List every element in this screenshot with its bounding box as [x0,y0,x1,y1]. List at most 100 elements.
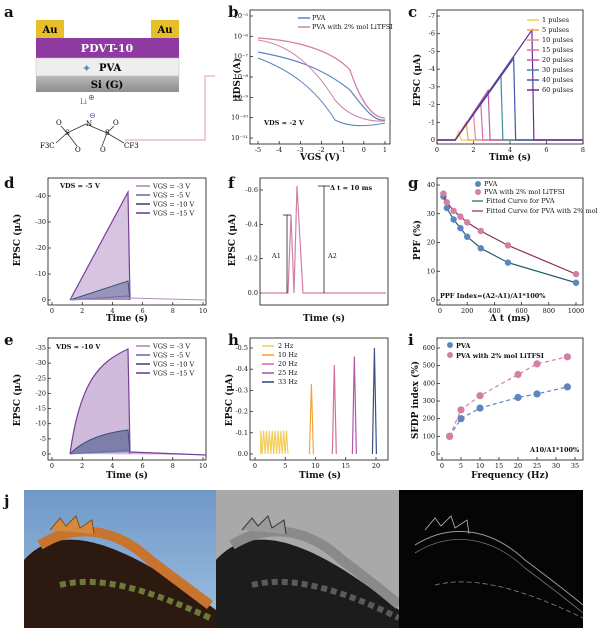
atom-o-2: O [75,146,81,154]
yticks-d: 0 -10 -20 -30 -40 [36,192,51,304]
xticks-c: 0 2 4 6 8 [435,141,585,154]
au-electrode-left [36,20,64,38]
axes-i [436,337,584,461]
legend-c-7: 60 pulses [542,86,573,94]
axes-h [249,337,389,461]
f-ytick-label-1: -0.2 [245,255,258,263]
panel-i: i 0 100 200 300 400 500 600 0 5 10 15 20 25 30 35 SFD… [408,331,584,481]
star-icon: ✦ [82,62,91,75]
g-xtick-label-5: 1000 [568,307,585,315]
h-xtick-label-1: 5 [283,462,287,470]
yticks-i: 0 100 200 300 400 500 600 [423,344,440,458]
xticks-e: 0 2 4 6 8 10 [50,457,207,470]
curve-b-pva-fwd [257,51,386,121]
b-ytick-label-2: 10⁻⁷ [234,53,249,61]
h-ytick-label-3: -0.3 [235,386,248,394]
plot-i [446,353,572,440]
pdvt-layer [36,38,179,58]
note-f: Δ t = 10 ms [330,184,372,192]
legend-b-2: PVA with 2% mol LiTFSI [312,23,393,31]
ylabel-f: EPSC (μA) [227,214,238,267]
xlabel-b: VGS (V) [299,152,340,163]
e-xtick-label-2: 4 [110,462,114,470]
h-xtick-label-3: 15 [342,462,350,470]
xticks-h: 0 5 10 15 20 [253,457,380,470]
panel-a: a Au Au PDVT-10 PVA ✦ Si (G) Li ⊕ ⊖ N S … [4,3,215,154]
e-ytick-label-6: -30 [36,359,46,367]
point-i-1-2 [476,392,484,400]
h-ytick-label-1: -0.1 [235,429,248,437]
axes-f [259,177,389,306]
curve-h-3 [351,356,357,455]
e-legend-0: VGS = -3 V [152,343,190,351]
yticks-f: 0.0 -0.2 -0.4 -0.6 [245,186,263,297]
g-xtick-label-3: 600 [515,307,527,315]
xlabel-f: Time (s) [303,313,345,324]
e-xtick-label-4: 8 [171,462,175,470]
panel-label-e: e [4,331,14,349]
c-xtick-label-1: 2 [471,146,475,154]
legend-c-1: 5 pulses [542,26,569,34]
e-xtick-label-5: 10 [199,462,207,470]
au-left-label: Au [41,25,57,36]
b-ytick-label-3: 10⁻⁸ [234,73,249,81]
i-ytick-label-1: 100 [423,432,435,440]
curve-b-li-fwd [257,37,386,119]
curve-h-4 [371,347,378,455]
plot-g [440,190,580,286]
legend-c: 1 pulses 5 pulses 10 pulses 15 pulses 20 pul… [527,16,573,94]
li-label: Li [80,98,88,106]
fit-i-1 [449,356,568,437]
ylabel-e: EPSC (μA) [12,374,23,427]
axes-g [436,177,584,306]
point-i-1-0 [446,432,454,440]
legend-c-6: 40 pulses [542,76,573,84]
point-i-0-5 [563,383,572,391]
curve-d-15v [69,189,131,301]
si-layer [36,76,179,92]
panel-e: e 0 -5 -10 -15 -20 -25 -30 -35 0 2 4 6 8 10 EPSC (μA… [4,331,207,481]
plot-h [260,347,378,455]
a2-label: A2 [327,252,337,260]
ylabel-i: SFDP index (%) [410,361,421,439]
xlabel-g: Δ t (ms) [490,313,531,324]
atom-o-1: O [56,119,62,127]
f-ytick-label-3: -0.6 [245,186,258,194]
xticks-d: 0 2 4 6 8 10 [50,302,207,315]
legend-h-2: 20 Hz [278,360,298,368]
legend-g-1: PVA [484,180,498,188]
curve-c-2 [437,111,583,141]
d-legend-3: VGS = -15 V [152,210,194,218]
b-xtick-label-3: -2 [318,146,324,154]
c-xtick-label-2: 4 [508,146,512,154]
panel-label-c: c [408,3,417,21]
d-xtick-label-2: 4 [110,307,114,315]
i-xtick-label-7: 35 [571,462,579,470]
b-ytick-label-6: 10⁻¹¹ [231,134,248,142]
panel-label-f: f [228,174,236,192]
ylabel-c: EPSC (μA) [412,54,423,107]
e-xtick-label-0: 0 [50,462,54,470]
point-g-0-5 [477,245,484,252]
e-xtick-label-3: 6 [141,462,145,470]
point-i-0-1 [457,415,465,423]
point-g-0-4 [464,233,471,240]
d-xtick-label-5: 10 [199,307,207,315]
xlabel-i: Frequency (Hz) [471,470,549,481]
b-xtick-label-0: -5 [255,146,261,154]
legend-g-4: Fitted Curve for PVA with 2% mol LiTFSI [486,207,599,215]
d-legend-0: VGS = -3 V [152,183,190,191]
legend-c-4: 20 pulses [542,56,573,64]
d-ytick-label-1: -10 [36,270,46,278]
b-ytick-label-4: 10⁻⁹ [234,93,249,101]
g-xtick-label-2: 400 [488,307,500,315]
panel-f: f 0.0 -0.2 -0.4 -0.6 EPSC (μA) Time (s) Δ t… [227,174,389,324]
e-ytick-label-3: -15 [36,405,46,413]
legend-i: PVA PVA with 2% mol LiTFSI [447,342,544,360]
d-xtick-label-4: 8 [171,307,175,315]
xlabel-h: Time (s) [299,470,341,481]
pva-label: PVA [99,63,122,74]
curve-e-10v [69,429,131,455]
formula-i: A10/A1*100% [529,446,580,454]
